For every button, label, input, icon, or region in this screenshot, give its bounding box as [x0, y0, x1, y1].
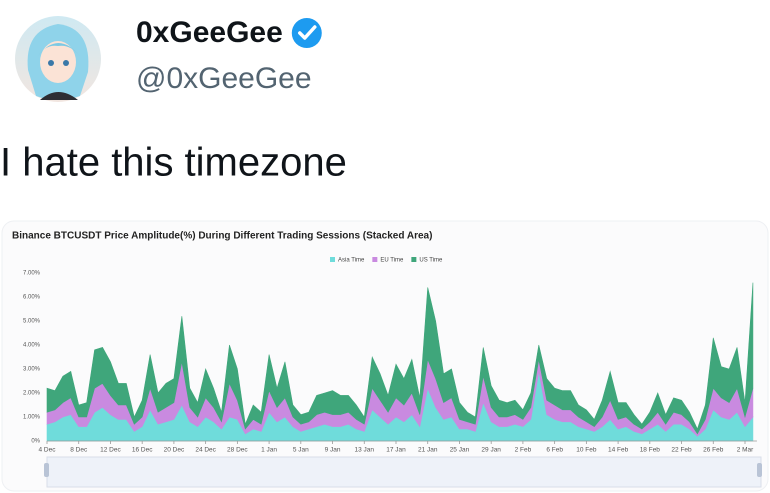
y-tick-label: 3.00%: [23, 367, 41, 373]
legend-swatch: [330, 257, 335, 262]
x-tick-label: 12 Dec: [100, 447, 121, 454]
x-tick-label: 13 Jan: [355, 447, 375, 454]
plot: 0% 1.00% 2.00% 3.00% 4.00% 5.00% 6.00% 7.00% 4 D…: [23, 257, 757, 454]
y-tick-label: 4.00%: [23, 343, 41, 349]
x-tick-label: 5 Jan: [293, 447, 309, 454]
tweet-text: I hate this timezone: [0, 141, 347, 185]
y-tick-label: 7.00%: [23, 271, 41, 277]
x-tick-label: 25 Jan: [450, 447, 470, 454]
x-tick-label: 28 Dec: [227, 447, 248, 454]
x-tick-label: 26 Feb: [703, 447, 724, 454]
legend-label: Asia Time: [338, 258, 365, 264]
x-tick-label: 21 Jan: [418, 447, 438, 454]
x-tick-label: 1 Jan: [261, 447, 277, 454]
legend-label: EU Time: [380, 258, 404, 264]
x-tick-label: 2 Mar: [737, 447, 754, 454]
x-tick-label: 18 Feb: [640, 447, 661, 454]
y-tick-label: 1.00%: [23, 415, 41, 421]
x-tick-label: 20 Dec: [164, 447, 185, 454]
x-tick-label: 2 Feb: [515, 447, 532, 454]
y-tick-label: 6.00%: [23, 295, 41, 301]
y-tick-label: 5.00%: [23, 319, 41, 325]
x-tick-label: 4 Dec: [39, 447, 57, 454]
x-tick-label: 17 Jan: [386, 447, 406, 454]
legend-swatch: [372, 257, 378, 262]
handle[interactable]: @0xGeeGee: [136, 62, 312, 95]
x-tick-label: 16 Dec: [132, 447, 153, 454]
avatar[interactable]: [15, 16, 101, 102]
x-tick-label: 24 Dec: [195, 447, 216, 454]
x-tick-label: 10 Feb: [576, 447, 597, 454]
y-tick-label: 0%: [31, 439, 40, 445]
verified-badge: [291, 18, 322, 48]
legend-swatch: [411, 257, 417, 262]
chart-title: Binance BTCUSDT Price Amplitude(%) Durin…: [12, 231, 432, 242]
display-name[interactable]: 0xGeeGee: [136, 16, 283, 49]
x-tick-label: 6 Feb: [546, 447, 563, 454]
x-tick-label: 22 Feb: [671, 447, 692, 454]
y-tick-label: 2.00%: [23, 391, 41, 397]
area: [46, 282, 754, 435]
legend-label: US Time: [419, 258, 443, 264]
x-tick-label: 29 Jan: [481, 447, 501, 454]
zoom-slider[interactable]: [44, 456, 762, 488]
x-tick-label: 9 Jan: [325, 447, 341, 454]
x-tick-label: 14 Feb: [608, 447, 629, 454]
x-tick-label: 8 Dec: [70, 447, 88, 454]
